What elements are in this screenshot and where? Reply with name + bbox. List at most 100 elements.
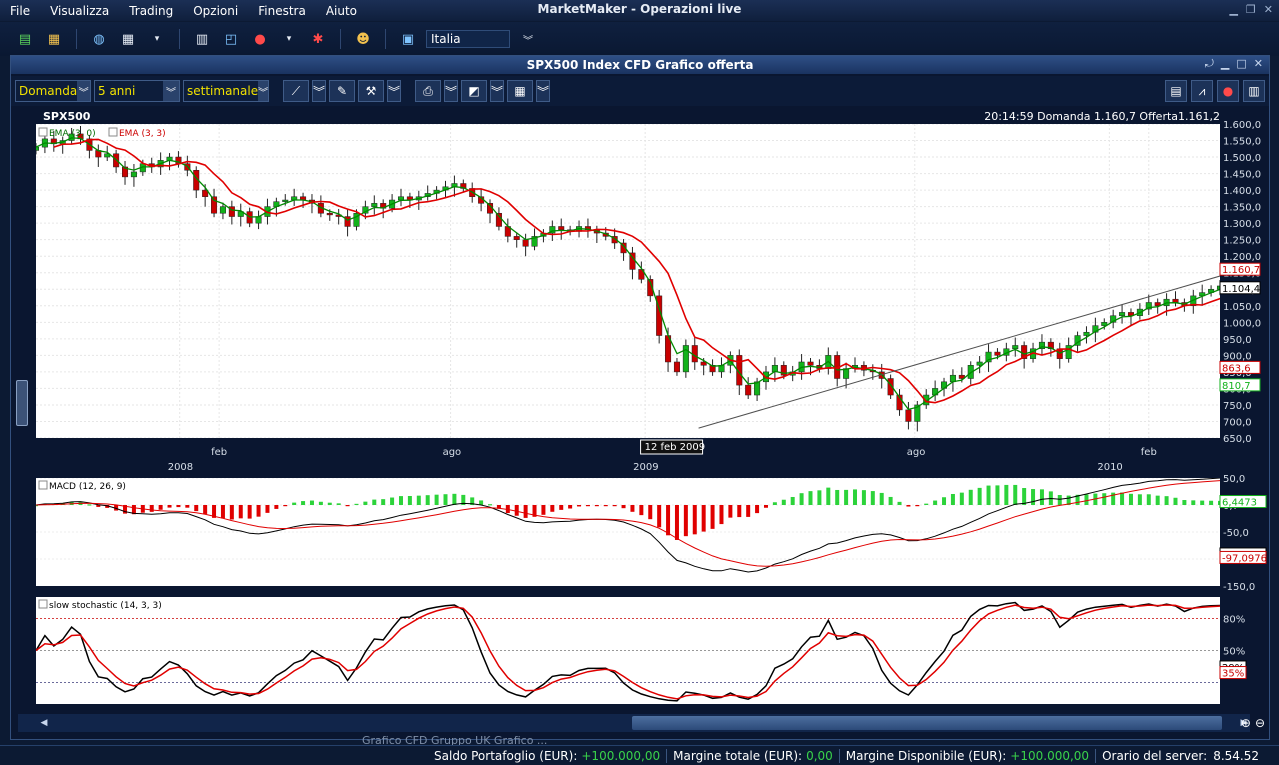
- draw-line-icon[interactable]: ⟋: [283, 80, 309, 102]
- minimize-icon[interactable]: ▁: [1220, 57, 1230, 70]
- users-icon[interactable]: ☻: [356, 31, 370, 47]
- zoom-out-icon[interactable]: ⊖: [1254, 716, 1265, 730]
- price-tick-label: 1.450,0: [1223, 170, 1261, 181]
- price-tag: 863,6: [1219, 360, 1261, 374]
- window-controls: ▁ ❐ ✕: [1229, 3, 1273, 16]
- watchlist-icon[interactable]: ▣: [401, 31, 415, 47]
- price-tick-label: 1.400,0: [1223, 186, 1261, 197]
- restore-icon[interactable]: ⤾: [1204, 57, 1214, 70]
- macd-histogram-bar: [1218, 500, 1220, 505]
- chevron-down-icon[interactable]: ︾: [312, 80, 326, 102]
- candle: [130, 171, 137, 178]
- macd-histogram-bar: [452, 493, 457, 505]
- menu-help[interactable]: Aiuto: [325, 3, 358, 18]
- chevron-down-icon[interactable]: ︾: [490, 80, 504, 102]
- macd-histogram-bar: [1075, 494, 1080, 505]
- macd-tag: -97,0976: [1219, 550, 1267, 564]
- print-icon[interactable]: ⎙: [415, 80, 441, 102]
- stochastic-tick-label: 50%: [1223, 647, 1245, 658]
- macd-chart[interactable]: MACD (12, 26, 9): [36, 478, 1220, 586]
- close-icon[interactable]: ✕: [1253, 57, 1263, 70]
- price-chart[interactable]: EMA (3, 0) EMA (3, 3): [36, 124, 1220, 438]
- grid-icon[interactable]: ▦: [507, 80, 533, 102]
- restore-icon[interactable]: ❐: [1245, 3, 1256, 16]
- chart-type-icon[interactable]: ◩: [461, 80, 487, 102]
- macd-histogram-bar: [639, 505, 644, 516]
- candle: [967, 365, 974, 379]
- price-tag-label: 863,6: [1222, 363, 1251, 374]
- fibonacci-icon[interactable]: ⚒: [358, 80, 384, 102]
- dropdown-chevron-icon[interactable]: ▾: [154, 34, 160, 44]
- toolbar-divider: [76, 29, 77, 49]
- candle: [1119, 312, 1126, 316]
- stochastic-tag-label: 35%: [1222, 669, 1244, 680]
- candle: [36, 146, 40, 151]
- alert-icon[interactable]: ●: [254, 31, 266, 47]
- zoom-in-icon[interactable]: ⊕: [1240, 716, 1251, 730]
- candle: [1047, 341, 1054, 350]
- chevron-down-icon[interactable]: ︾: [536, 80, 550, 102]
- minimize-icon[interactable]: ▁: [1229, 3, 1238, 16]
- chevron-down-icon[interactable]: ︾: [444, 80, 458, 102]
- close-all-icon[interactable]: ✱: [312, 31, 324, 47]
- stochastic-chart[interactable]: slow stochastic (14, 3, 3): [36, 597, 1220, 704]
- macd-histogram-bar: [212, 505, 217, 518]
- price-tick-label: 1.200,0: [1223, 252, 1261, 263]
- macd-histogram-bar: [292, 502, 297, 505]
- alert-icon[interactable]: ●: [1217, 80, 1239, 102]
- price-type-select[interactable]: Domanda ︾: [15, 80, 91, 102]
- country-select[interactable]: Italia: [426, 30, 510, 48]
- candle: [219, 206, 226, 214]
- server-time-label: Orario del server:: [1102, 748, 1208, 763]
- interval-value: settimanale: [187, 84, 259, 98]
- macd-histogram-bar: [924, 503, 929, 505]
- menu-trading[interactable]: Trading: [129, 3, 174, 18]
- pin-icon[interactable]: ✎: [329, 80, 355, 102]
- chart-icon[interactable]: ◰: [224, 31, 238, 47]
- menu-window[interactable]: Finestra: [258, 3, 306, 18]
- macd-histogram-bar: [354, 503, 359, 506]
- panel-resize-handle[interactable]: [16, 380, 28, 426]
- candle: [1154, 302, 1161, 307]
- price-tick-label: 1.300,0: [1223, 219, 1261, 230]
- dropdown-chevron-icon[interactable]: ▾: [286, 34, 292, 44]
- macd-tag-box: [1219, 495, 1267, 509]
- stochastic-tag-box: [1219, 666, 1247, 680]
- interval-select[interactable]: settimanale ︾: [183, 80, 269, 102]
- macd-histogram-bar: [755, 505, 760, 514]
- macd-histogram-bar: [309, 500, 314, 505]
- price-tick-label: 1.600,0: [1223, 120, 1261, 131]
- horizontal-scrollbar[interactable]: ◀ ▶: [18, 714, 1250, 732]
- calculator-icon[interactable]: ▦: [121, 31, 135, 47]
- chevron-down-icon[interactable]: ︾: [387, 80, 401, 102]
- indicator-icon[interactable]: ⩘: [1191, 80, 1213, 102]
- new-order-icon[interactable]: ▤: [18, 31, 32, 47]
- globe-icon[interactable]: ◍: [93, 31, 105, 47]
- period-select[interactable]: 5 anni ︾: [94, 80, 180, 102]
- close-icon[interactable]: ✕: [1263, 3, 1273, 16]
- macd-histogram-bar: [1128, 493, 1133, 505]
- macd-histogram-bar: [372, 499, 377, 505]
- orders-icon[interactable]: ▦: [47, 31, 61, 47]
- toolbar-divider: [385, 29, 386, 49]
- macd-histogram-bar: [425, 495, 430, 505]
- trendline: [698, 275, 1220, 429]
- price-tag: 1.104,4: [1219, 281, 1261, 295]
- scroll-left-icon[interactable]: ◀: [40, 718, 48, 728]
- macd-histogram-bar: [1146, 494, 1151, 505]
- menu-file[interactable]: File: [10, 3, 31, 18]
- maximize-icon[interactable]: □: [1236, 57, 1247, 70]
- macd-histogram-bar: [1111, 492, 1116, 505]
- scrollbar-thumb[interactable]: [632, 716, 1222, 730]
- macd-tag-label: -97,0976: [1222, 553, 1267, 564]
- menu-options[interactable]: Opzioni: [193, 3, 239, 18]
- macd-histogram-bar: [674, 505, 679, 540]
- macd-histogram-bar: [648, 505, 653, 520]
- news-icon[interactable]: ▥: [195, 31, 209, 47]
- layout-icon[interactable]: ▤: [1165, 80, 1187, 102]
- scroll-right-icon[interactable]: ▶: [1240, 718, 1248, 728]
- list-icon[interactable]: ▥: [1243, 80, 1265, 102]
- country-dropdown-icon[interactable]: ︾: [523, 35, 533, 47]
- year-label: 2010: [1097, 462, 1122, 473]
- menu-view[interactable]: Visualizza: [50, 3, 110, 18]
